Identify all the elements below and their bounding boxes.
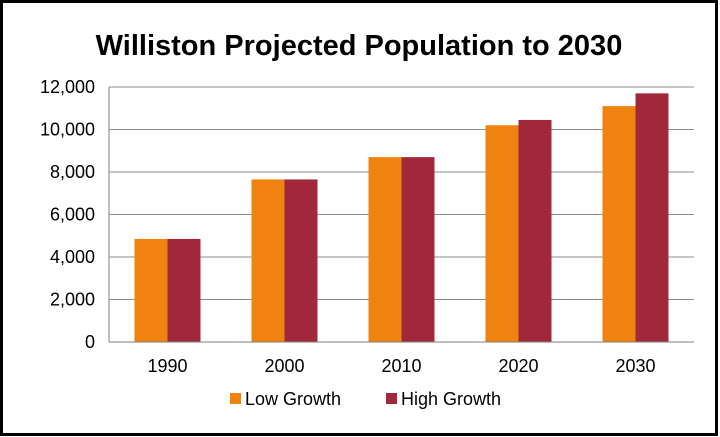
legend-label: Low Growth: [245, 389, 341, 409]
legend-swatch: [230, 393, 241, 404]
y-tick-label: 0: [85, 332, 95, 352]
bar-low-growth-2000: [251, 179, 285, 342]
y-tick-label: 12,000: [40, 77, 95, 97]
bar-low-growth-2030: [602, 106, 636, 342]
legend: Low Growth High Growth: [230, 389, 501, 409]
y-tick-label: 10,000: [40, 120, 95, 140]
legend-label: High Growth: [401, 389, 501, 409]
x-tick-label: 2000: [264, 356, 304, 376]
bars: [134, 93, 669, 342]
axes: 0 2,000 4,000 6,000 8,000 10,000 12,000 1990 200…: [40, 77, 694, 376]
bar-low-growth-2020: [485, 125, 519, 342]
bar-high-growth-2020: [518, 119, 552, 342]
x-tick-label: 2010: [381, 356, 421, 376]
x-tick-label: 1990: [147, 356, 187, 376]
bar-high-growth-1990: [167, 238, 201, 342]
bar-low-growth-1990: [134, 238, 168, 342]
chart-title: Williston Projected Population to 2030: [96, 30, 623, 62]
y-tick-label: 4,000: [50, 247, 95, 267]
bar-high-growth-2000: [284, 179, 318, 342]
y-tick-label: 6,000: [50, 205, 95, 225]
bar-high-growth-2030: [635, 93, 669, 342]
legend-swatch: [386, 393, 397, 404]
bar-low-growth-2010: [368, 157, 402, 342]
y-tick-label: 8,000: [50, 162, 95, 182]
bar-high-growth-2010: [401, 157, 435, 342]
y-tick-label: 2,000: [50, 290, 95, 310]
x-tick-label: 2030: [615, 356, 655, 376]
chart-svg: Williston Projected Population to 2030 0…: [40, 30, 694, 409]
x-tick-label: 2020: [498, 356, 538, 376]
